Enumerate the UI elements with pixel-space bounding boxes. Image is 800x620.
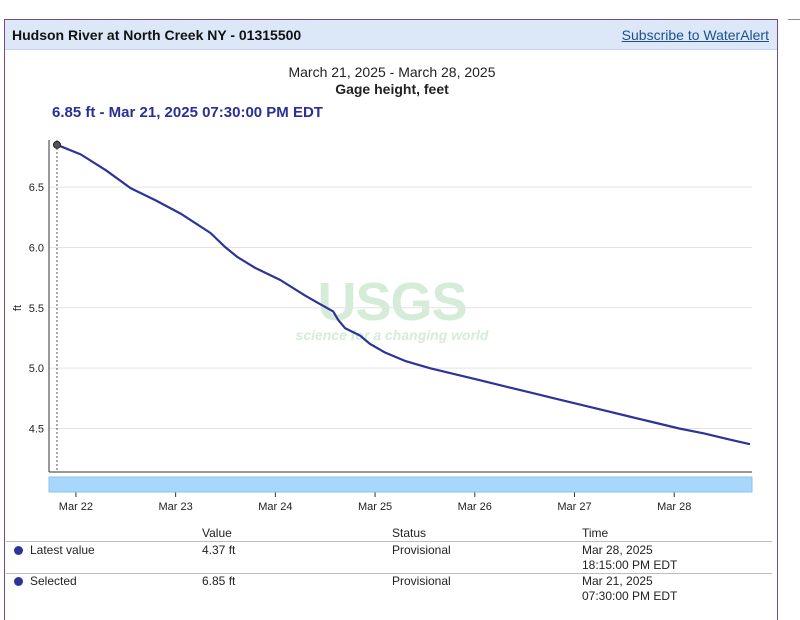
x-tick-label: Mar 25 xyxy=(358,501,392,513)
watermark-logo: USGS xyxy=(317,272,466,332)
selected-value-marker xyxy=(14,577,23,586)
row-divider xyxy=(6,573,772,574)
row-status: Provisional xyxy=(392,543,451,557)
latest-value-marker xyxy=(14,546,23,555)
y-tick-label: 6.0 xyxy=(29,242,44,254)
grid-lines xyxy=(49,186,752,430)
header-divider xyxy=(6,541,772,542)
table-row-latest: Latest value 4.37 ft Provisional Mar 28,… xyxy=(4,543,774,573)
selection-marker-group xyxy=(52,140,61,472)
panel-frame xyxy=(4,19,778,620)
site-title: Hudson River at North Creek NY - 0131550… xyxy=(12,27,302,43)
x-tick-label: Mar 26 xyxy=(458,501,492,513)
site-header: Hudson River at North Creek NY - 0131550… xyxy=(5,20,777,50)
time-brush-bar[interactable] xyxy=(48,476,753,493)
y-axis-label: ft xyxy=(12,305,24,311)
table-row-selected: Selected 6.85 ft Provisional Mar 21, 202… xyxy=(4,574,774,604)
chart-date-range: March 21, 2025 - March 28, 2025 xyxy=(288,64,496,80)
hydrograph-chart[interactable]: USGS science for a changing world 4.5 5.0… xyxy=(0,0,784,520)
header-time: Time xyxy=(582,526,609,540)
chart-axes xyxy=(48,140,752,473)
row-value: 6.85 ft xyxy=(202,574,236,588)
y-tick-label: 6.5 xyxy=(29,182,44,194)
chart-title: Gage height, feet xyxy=(335,81,449,97)
header-status: Status xyxy=(392,526,427,540)
page-edge-line xyxy=(788,19,800,20)
row-time-clock: 07:30:00 PM EDT xyxy=(582,589,678,603)
y-tick-label: 5.0 xyxy=(29,363,44,375)
x-axis-ticks: Mar 22 Mar 23 Mar 24 Mar 25 Mar 26 Mar 27 Mar … xyxy=(59,492,691,513)
selected-point-marker[interactable] xyxy=(52,140,61,149)
subscribe-wateralert-link[interactable]: Subscribe to WaterAlert xyxy=(621,27,769,43)
x-tick-label: Mar 22 xyxy=(59,501,93,513)
selected-point-readout: 6.85 ft - Mar 21, 2025 07:30:00 PM EDT xyxy=(52,104,323,121)
y-tick-label: 5.5 xyxy=(29,303,44,315)
x-tick-label: Mar 28 xyxy=(657,501,691,513)
row-time-clock: 18:15:00 PM EDT xyxy=(582,558,678,572)
gage-height-series-line xyxy=(56,143,751,446)
watermark-tagline: science for a changing world xyxy=(296,327,489,343)
row-time-date: Mar 21, 2025 xyxy=(582,574,653,588)
row-label: Latest value xyxy=(30,543,95,557)
row-status: Provisional xyxy=(392,574,451,588)
row-value: 4.37 ft xyxy=(202,543,236,557)
x-tick-label: Mar 23 xyxy=(159,501,193,513)
usgs-watermark: USGS science for a changing world xyxy=(296,272,489,343)
x-tick-label: Mar 27 xyxy=(557,501,591,513)
header-value: Value xyxy=(202,526,232,540)
y-tick-label: 4.5 xyxy=(29,424,44,436)
series-group xyxy=(56,143,751,446)
row-time-date: Mar 28, 2025 xyxy=(582,543,653,557)
row-label: Selected xyxy=(30,574,77,588)
y-axis-ticks: 4.5 5.0 5.5 6.0 6.5 xyxy=(29,182,44,435)
x-tick-label: Mar 24 xyxy=(258,501,292,513)
